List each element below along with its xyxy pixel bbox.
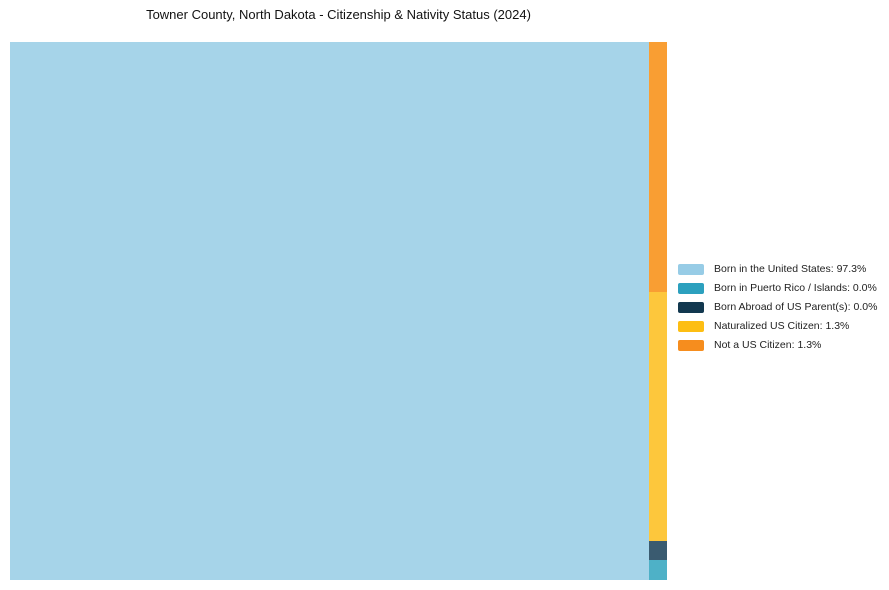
treemap-tile-born-abroad-us-parents[interactable]	[648, 540, 667, 560]
legend-label: Naturalized US Citizen: 1.3%	[714, 320, 850, 332]
legend-swatch-icon	[678, 283, 704, 294]
treemap-tile-born-puerto-rico-islands[interactable]	[648, 559, 667, 580]
chart-title: Towner County, North Dakota - Citizenshi…	[146, 7, 531, 22]
legend-label: Born Abroad of US Parent(s): 0.0%	[714, 301, 878, 313]
legend-item-born-abroad-us-parents[interactable]: Born Abroad of US Parent(s): 0.0%	[678, 302, 877, 313]
legend-label: Not a US Citizen: 1.3%	[714, 339, 822, 351]
legend-item-naturalized-us-citizen[interactable]: Naturalized US Citizen: 1.3%	[678, 321, 877, 332]
legend-item-not-a-us-citizen[interactable]: Not a US Citizen: 1.3%	[678, 340, 877, 351]
legend-swatch-icon	[678, 340, 704, 351]
legend-item-born-puerto-rico-islands[interactable]: Born in Puerto Rico / Islands: 0.0%	[678, 283, 877, 294]
legend: Born in the United States: 97.3% Born in…	[678, 264, 877, 359]
legend-swatch-icon	[678, 264, 704, 275]
legend-swatch-icon	[678, 321, 704, 332]
legend-label: Born in the United States: 97.3%	[714, 263, 867, 275]
treemap-tile-born-in-united-states[interactable]	[10, 42, 649, 580]
legend-item-born-in-united-states[interactable]: Born in the United States: 97.3%	[678, 264, 877, 275]
treemap-tile-not-a-us-citizen[interactable]	[648, 42, 667, 292]
treemap-strip	[648, 42, 667, 580]
treemap-tile-naturalized-us-citizen[interactable]	[648, 292, 667, 541]
treemap-plot	[10, 42, 667, 580]
legend-label: Born in Puerto Rico / Islands: 0.0%	[714, 282, 877, 294]
legend-swatch-icon	[678, 302, 704, 313]
